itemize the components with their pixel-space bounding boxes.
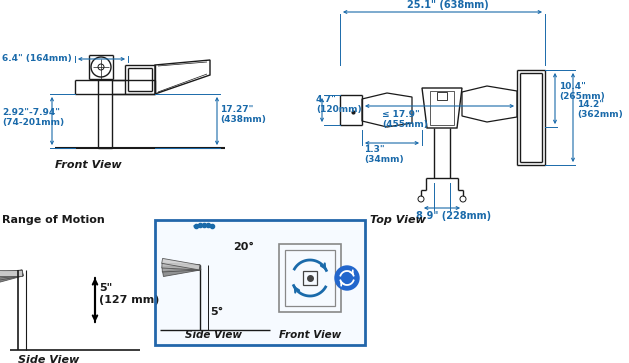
Bar — [437, 92, 447, 100]
Polygon shape — [162, 265, 200, 272]
Text: 6.4" (164mm): 6.4" (164mm) — [2, 54, 72, 63]
Polygon shape — [0, 270, 23, 285]
Text: 17.27"
(438mm): 17.27" (438mm) — [220, 105, 266, 125]
Text: 4.7"
(120mm): 4.7" (120mm) — [316, 95, 362, 114]
Text: 5°: 5° — [210, 307, 223, 317]
Bar — [279, 244, 341, 312]
Polygon shape — [162, 258, 200, 270]
Polygon shape — [0, 270, 23, 281]
Polygon shape — [0, 270, 22, 276]
Text: 20°: 20° — [233, 242, 254, 252]
Text: 5"
(127 mm): 5" (127 mm) — [99, 283, 159, 305]
Text: Front View: Front View — [55, 160, 121, 170]
Text: 10.4"
(265mm): 10.4" (265mm) — [559, 82, 604, 101]
Bar — [155, 220, 365, 345]
Text: Side View: Side View — [18, 355, 79, 363]
Text: 25.1" (638mm): 25.1" (638mm) — [407, 0, 489, 10]
Text: Top View: Top View — [370, 215, 426, 225]
Text: 1.3"
(34mm): 1.3" (34mm) — [364, 145, 404, 164]
Text: Side View: Side View — [185, 330, 242, 340]
Polygon shape — [162, 265, 201, 277]
Text: ≤ 17.9"
(455mm): ≤ 17.9" (455mm) — [382, 110, 428, 129]
Text: Front View: Front View — [279, 330, 341, 340]
Text: 8.9" (228mm): 8.9" (228mm) — [416, 211, 491, 221]
Polygon shape — [162, 263, 200, 270]
Bar — [430, 91, 454, 125]
Polygon shape — [0, 270, 23, 289]
Bar — [303, 271, 317, 285]
Bar — [285, 250, 335, 306]
Text: 14.2"
(362mm): 14.2" (362mm) — [577, 100, 623, 119]
Text: Range of Motion: Range of Motion — [2, 215, 105, 225]
Text: 2.92"-7.94"
(74-201mm): 2.92"-7.94" (74-201mm) — [2, 108, 64, 127]
Circle shape — [335, 266, 359, 290]
Bar — [155, 220, 365, 345]
